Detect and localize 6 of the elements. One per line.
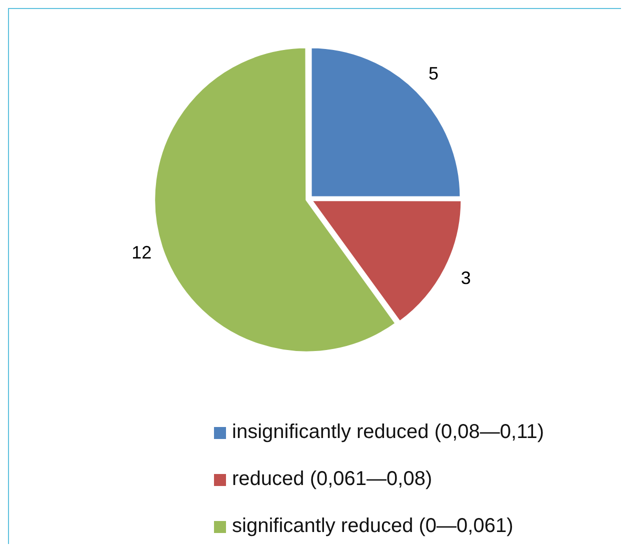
legend-label: significantly reduced (0—0,061) (232, 515, 514, 538)
data-label: 5 (428, 64, 438, 84)
data-label: 3 (460, 268, 471, 288)
legend-label: reduced (0,061—0,08) (232, 468, 432, 491)
legend-label: insignificantly reduced (0,08—0,11) (232, 421, 544, 444)
data-label: 12 (132, 242, 152, 262)
